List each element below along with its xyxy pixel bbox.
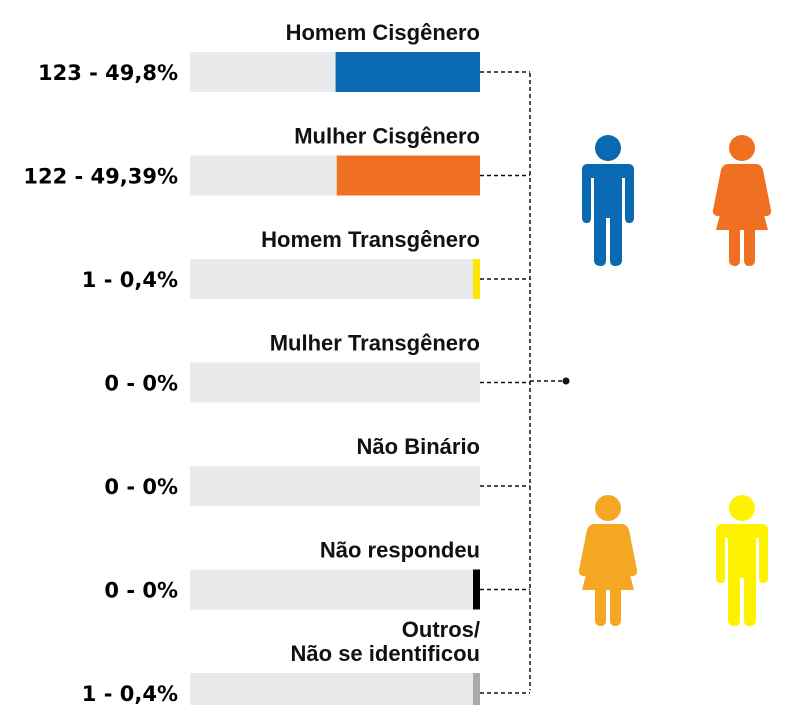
value-label: 123 - 49,8% [38,61,178,85]
icon-head [729,495,755,521]
person-icon [712,135,772,266]
icon-body [578,524,638,626]
category-label: Mulher Cisgênero [294,124,480,149]
icon-head [729,135,755,161]
bar [336,155,480,196]
bar-track [190,673,480,705]
icon-head [595,495,621,521]
person-icon [578,495,638,626]
bar-end-cap [473,673,480,705]
bar-track [190,362,480,403]
icon-body [716,524,768,626]
category-label: Homem Transgênero [261,227,480,252]
category-label: Não se identificou [291,641,480,666]
bar [478,259,480,299]
connectors [529,73,570,690]
value-label: 1 - 0,4% [82,682,178,705]
category-label: Não respondeu [320,538,480,563]
bar-track [190,569,480,610]
bar-track [190,259,480,299]
category-label: Outros/ [402,617,480,642]
value-label: 0 - 0% [104,475,178,499]
bar-end-cap [473,569,480,610]
bar [335,52,480,92]
category-label: Não Binário [357,434,480,459]
bar [478,673,480,705]
bar-end-cap [473,259,480,299]
bar-end-cap [473,466,480,506]
value-label: 1 - 0,4% [82,268,178,292]
bar-track [190,466,480,506]
connector-dot [562,377,570,385]
icons [578,135,772,626]
category-label: Mulher Transgênero [270,331,480,356]
icon-head [595,135,621,161]
icon-body [712,164,772,266]
value-label: 122 - 49,39% [23,165,178,189]
value-label: 0 - 0% [104,579,178,603]
category-label: Homem Cisgênero [286,20,480,45]
bar-end-cap [473,362,480,403]
person-icon [716,495,768,626]
icon-body [582,164,634,266]
person-icon [582,135,634,266]
value-label: 0 - 0% [104,372,178,396]
